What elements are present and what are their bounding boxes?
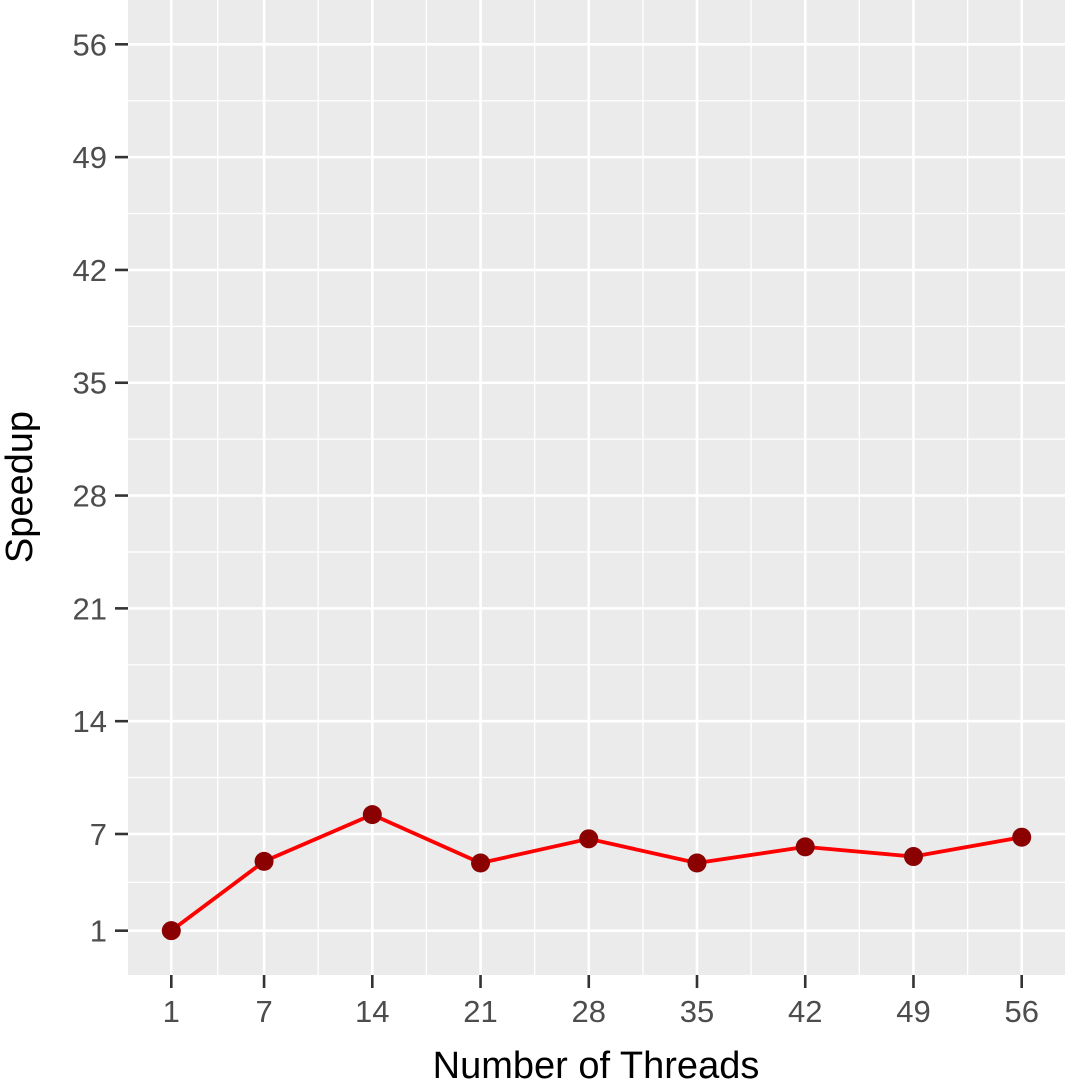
x-tick-label: 56 <box>1004 994 1038 1029</box>
x-tick-label: 21 <box>463 994 497 1029</box>
y-tick-label: 1 <box>90 914 107 949</box>
x-tick-label: 1 <box>163 994 180 1029</box>
y-tick-label: 49 <box>73 140 107 175</box>
y-tick-label: 35 <box>73 366 107 401</box>
x-tick-label: 7 <box>255 994 272 1029</box>
data-point <box>362 805 382 825</box>
y-tick-label: 28 <box>73 479 107 514</box>
data-point <box>687 853 707 873</box>
y-tick-label: 14 <box>73 704 107 739</box>
data-point <box>1012 827 1032 847</box>
x-tick-label: 42 <box>788 994 822 1029</box>
y-tick-label: 42 <box>73 253 107 288</box>
data-point <box>471 853 491 873</box>
x-axis-tick-labels: 1 7 14 21 28 35 42 49 56 <box>163 994 1039 1029</box>
y-axis-title: Speedup <box>0 411 41 563</box>
data-point <box>579 829 599 849</box>
x-tick-label: 35 <box>680 994 714 1029</box>
data-point <box>903 847 923 867</box>
plot-panel <box>128 0 1065 975</box>
y-tick-label: 7 <box>90 817 107 852</box>
x-tick-label: 49 <box>896 994 930 1029</box>
data-point <box>795 837 815 857</box>
y-tick-label: 56 <box>73 27 107 62</box>
minor-gridlines <box>128 0 1065 975</box>
x-tick-label: 28 <box>572 994 606 1029</box>
x-axis-title: Number of Threads <box>433 1045 760 1080</box>
data-point <box>254 851 274 871</box>
points-layer <box>161 805 1032 941</box>
data-point <box>161 921 181 941</box>
axis-ticks <box>115 43 1024 988</box>
y-tick-label: 21 <box>73 591 107 626</box>
x-tick-label: 14 <box>355 994 389 1029</box>
y-axis-tick-labels: 1 7 14 21 28 35 42 49 56 <box>73 27 107 948</box>
